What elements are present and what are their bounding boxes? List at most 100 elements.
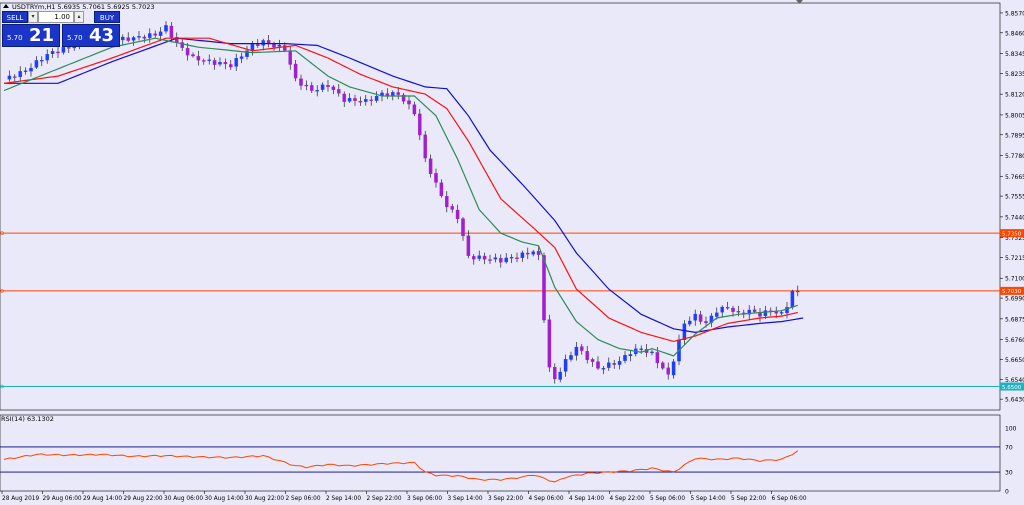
horizontal-lines[interactable]: 5.7350 5.7030 5.6500 bbox=[0, 229, 1024, 391]
candle-body bbox=[342, 93, 346, 102]
candle-body bbox=[623, 355, 627, 361]
time-tick-label: 29 Aug 06:00 bbox=[43, 496, 82, 502]
candle-body bbox=[148, 33, 152, 38]
candle-body bbox=[509, 257, 514, 259]
candle-body bbox=[650, 351, 654, 354]
one-click-trading-panel: SELL ▾ 1.00 ▴ BUY 5.70 21 5.70 43 bbox=[2, 11, 120, 47]
candle-body bbox=[261, 40, 265, 46]
candle-body bbox=[526, 252, 530, 255]
rsi-tick-label: 70 bbox=[1005, 444, 1013, 451]
candle-body bbox=[790, 291, 795, 308]
price-tick-label: 5.8235 bbox=[1005, 71, 1024, 78]
moving-average-mid bbox=[3, 37, 798, 343]
candle-body bbox=[169, 25, 174, 38]
candle-body bbox=[682, 323, 687, 340]
price-tick-label: 5.7555 bbox=[1005, 194, 1024, 201]
line-anchor-icon[interactable] bbox=[0, 289, 4, 293]
candle-body bbox=[493, 257, 498, 260]
candle-body bbox=[34, 60, 39, 68]
moving-average-fast bbox=[3, 37, 798, 357]
candle-body bbox=[202, 60, 206, 62]
candle-body bbox=[239, 56, 244, 59]
candle-body bbox=[191, 54, 195, 57]
candle-body bbox=[536, 250, 541, 255]
candle-body bbox=[67, 47, 71, 49]
price-panel-frame bbox=[0, 2, 1001, 411]
candle-body bbox=[126, 37, 130, 41]
lot-increase-icon[interactable]: ▴ bbox=[74, 11, 84, 23]
candle-body bbox=[450, 206, 454, 210]
symbol-header: USDTRYm,H1 5.6935 5.7061 5.6925 5.7023 bbox=[12, 3, 155, 11]
candle-body bbox=[245, 50, 249, 57]
buy-button[interactable]: BUY bbox=[94, 11, 120, 23]
candle-body bbox=[347, 98, 352, 102]
candle-body bbox=[137, 36, 141, 38]
candle-body bbox=[234, 58, 238, 67]
price-tick-label: 5.7215 bbox=[1005, 255, 1024, 262]
price-tick-label: 5.6430 bbox=[1005, 397, 1024, 404]
price-tick-label: 5.8120 bbox=[1005, 92, 1024, 99]
candle-body bbox=[520, 252, 525, 258]
price-tick-label: 5.6540 bbox=[1005, 377, 1024, 384]
price-tick-label: 5.7895 bbox=[1005, 132, 1024, 139]
lot-size-input[interactable]: 1.00 bbox=[38, 11, 74, 23]
buy-price-button[interactable]: 5.70 43 bbox=[62, 24, 120, 47]
candle-body bbox=[774, 311, 778, 314]
sell-price-prefix: 5.70 bbox=[7, 34, 23, 42]
price-tick-label: 5.8570 bbox=[1005, 10, 1024, 17]
time-tick-label: 29 Aug 22:00 bbox=[124, 496, 163, 502]
rsi-panel-frame bbox=[0, 414, 1001, 492]
lot-decrease-icon[interactable]: ▾ bbox=[28, 11, 38, 23]
candle-body bbox=[374, 96, 379, 101]
time-tick-label: 5 Sep 14:00 bbox=[691, 496, 726, 502]
candle-body bbox=[796, 290, 800, 293]
rsi-tick-label: 30 bbox=[1005, 470, 1013, 477]
collapse-arrow-icon[interactable] bbox=[3, 4, 9, 8]
time-tick-label: 5 Sep 06:00 bbox=[650, 496, 685, 502]
candle-body bbox=[639, 348, 643, 350]
candle-body bbox=[337, 89, 341, 94]
candle-body bbox=[142, 36, 147, 39]
shift-marker-icon[interactable] bbox=[796, 0, 803, 4]
sell-button[interactable]: SELL bbox=[2, 11, 28, 23]
candle-body bbox=[250, 43, 255, 51]
buy-price-prefix: 5.70 bbox=[67, 34, 83, 42]
candle-body bbox=[580, 346, 584, 351]
candle-body bbox=[218, 62, 222, 65]
candle-body bbox=[585, 351, 589, 360]
candle-body bbox=[617, 361, 622, 365]
candle-body bbox=[661, 362, 665, 369]
candle-body bbox=[488, 259, 492, 261]
time-tick-label: 4 Sep 14:00 bbox=[569, 496, 604, 502]
candle-body bbox=[628, 354, 633, 357]
candle-body bbox=[256, 44, 260, 46]
candle-body bbox=[666, 367, 670, 375]
candle-body bbox=[412, 104, 417, 115]
horizontal-line-price-tag bbox=[1000, 286, 1024, 295]
sell-price-button[interactable]: 5.70 21 bbox=[2, 24, 60, 47]
candle-body bbox=[207, 59, 211, 61]
candle-body bbox=[180, 42, 184, 48]
candle-body bbox=[131, 37, 136, 41]
price-axis: 5.8570 5.8460 5.8345 5.8235 5.8120 5.8005 5.78… bbox=[0, 2, 1024, 492]
candle-body bbox=[569, 355, 573, 360]
price-tick-label: 5.6875 bbox=[1005, 316, 1024, 323]
buy-price-pips: 43 bbox=[89, 25, 115, 46]
candle-body bbox=[655, 352, 660, 364]
candle-body bbox=[747, 309, 751, 315]
rsi-label: RSI(14) 63.1302 bbox=[1, 415, 54, 423]
candle-body bbox=[369, 99, 373, 101]
candle-body bbox=[121, 36, 125, 41]
time-axis: 28 Aug 2019 29 Aug 06:00 29 Aug 14:00 29 Au… bbox=[1, 491, 807, 502]
candle-body bbox=[229, 64, 233, 68]
candle-body bbox=[434, 173, 438, 183]
time-tick-label: 3 Sep 22:00 bbox=[488, 496, 523, 502]
rsi-panel: 100 70 30 0 bbox=[0, 426, 1017, 496]
candle-body bbox=[563, 358, 568, 372]
line-anchor-icon[interactable] bbox=[0, 231, 4, 235]
line-anchor-icon[interactable] bbox=[0, 384, 4, 389]
candle-body bbox=[590, 359, 595, 362]
time-tick-label: 2 Sep 22:00 bbox=[367, 496, 402, 502]
candle-body bbox=[223, 62, 228, 65]
